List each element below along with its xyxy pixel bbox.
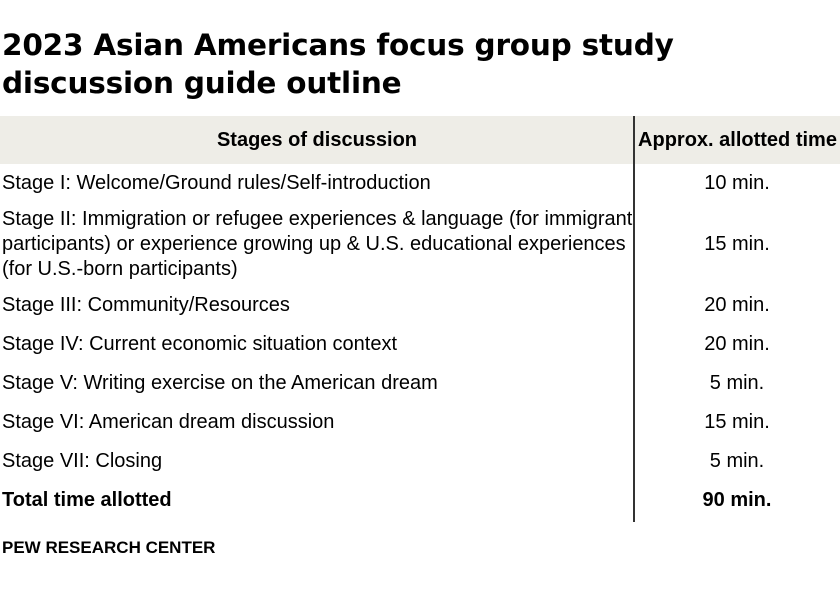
stage-cell: Stage V: Writing exercise on the America… — [2, 372, 438, 394]
stage-cell: Stage I: Welcome/Ground rules/Self-intro… — [2, 171, 431, 194]
time-cell: 20 min. — [704, 333, 770, 355]
total-time-cell: 90 min. — [702, 489, 772, 511]
time-cell: 15 min. — [704, 411, 770, 433]
discussion-guide-table: Stages of discussion Approx. allotted ti… — [0, 116, 840, 520]
table-row-total: Total time allotted 90 min. — [0, 481, 840, 520]
time-cell: 5 min. — [709, 450, 765, 472]
total-label-cell: Total time allotted — [2, 489, 172, 511]
table-row: Stage VII: Closing 5 min. — [0, 442, 840, 481]
table-row: Stage II: Immigration or refugee experie… — [0, 202, 840, 286]
stage-cell: Stage III: Community/Resources — [2, 294, 290, 316]
table-row: Stage III: Community/Resources 20 min. — [0, 286, 840, 325]
time-cell: 5 min. — [709, 372, 765, 394]
stage-cell: Stage VII: Closing — [2, 450, 163, 472]
table-row: Stage VI: American dream discussion 15 m… — [0, 403, 840, 442]
time-cell: 20 min. — [704, 294, 770, 316]
stage-cell: Stage II: Immigration or refugee experie… — [2, 207, 633, 280]
header-approx-allotted-time: Approx. allotted time — [638, 129, 837, 151]
table-row: Stage I: Welcome/Ground rules/Self-intro… — [0, 164, 840, 202]
source-label: PEW RESEARCH CENTER — [2, 538, 216, 557]
time-cell: 10 min. — [704, 171, 770, 194]
header-stages-of-discussion: Stages of discussion — [216, 128, 418, 151]
table-row: Stage IV: Current economic situation con… — [0, 325, 840, 364]
page-title: 2023 Asian Americans focus group study d… — [2, 28, 674, 100]
table-header: Stages of discussion Approx. allotted ti… — [0, 116, 840, 164]
time-cell: 15 min. — [704, 232, 770, 255]
stage-cell: Stage VI: American dream discussion — [2, 411, 335, 433]
table-row: Stage V: Writing exercise on the America… — [0, 364, 840, 403]
stage-cell: Stage IV: Current economic situation con… — [2, 333, 398, 355]
column-divider — [633, 116, 635, 522]
